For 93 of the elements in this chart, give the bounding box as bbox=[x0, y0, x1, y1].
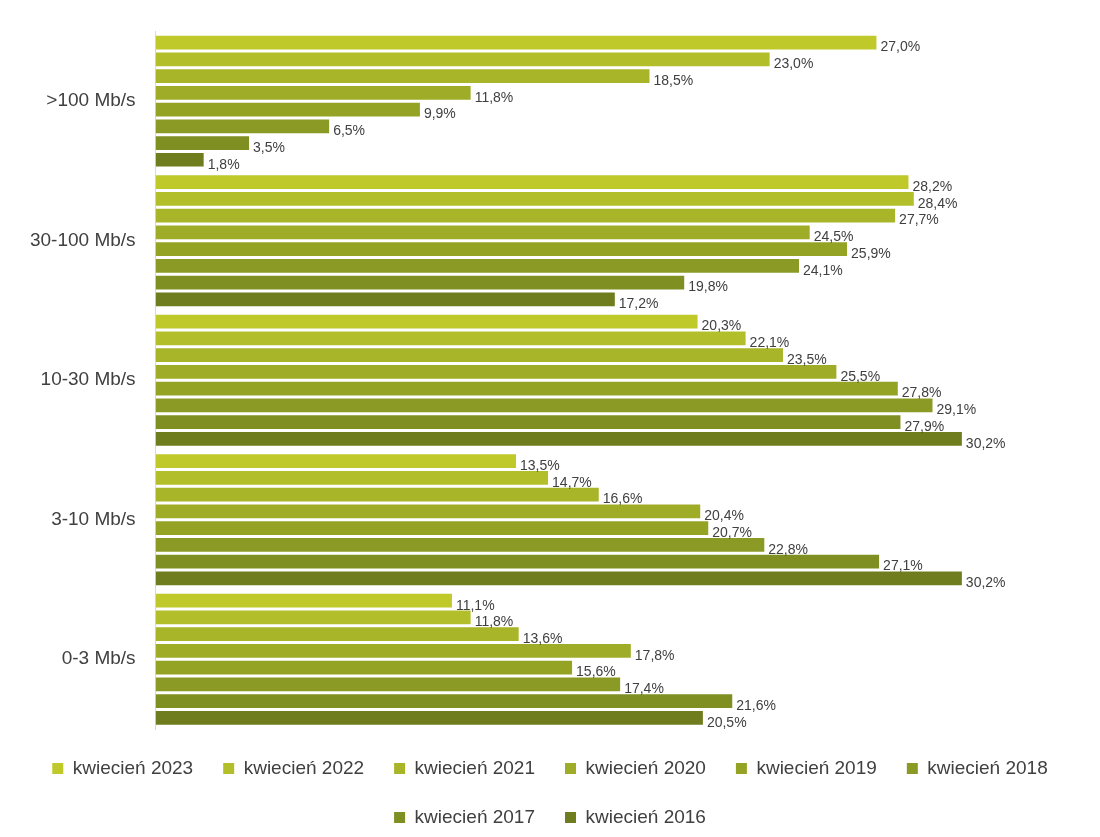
data-label: 6,5% bbox=[333, 122, 366, 139]
data-label: 27,8% bbox=[901, 384, 942, 401]
data-label: 27,9% bbox=[904, 417, 945, 434]
y-tick-label: 3-10 Mb/s bbox=[51, 507, 136, 529]
bar bbox=[155, 35, 877, 50]
bar bbox=[155, 644, 631, 658]
bar bbox=[155, 571, 962, 586]
data-label: 22,8% bbox=[768, 540, 808, 557]
bar bbox=[155, 381, 898, 396]
legend-label: kwiecień 2019 bbox=[756, 756, 877, 778]
data-label: 23,0% bbox=[773, 55, 814, 72]
bar bbox=[155, 258, 800, 273]
data-label: 25,5% bbox=[840, 367, 881, 384]
bar bbox=[155, 471, 549, 485]
legend-label: kwiecień 2023 bbox=[72, 756, 194, 778]
data-label: 30,2% bbox=[965, 574, 1006, 591]
data-label: 21,6% bbox=[736, 696, 776, 713]
data-label: 1,8% bbox=[207, 155, 240, 172]
legend-label: kwiecień 2021 bbox=[414, 756, 536, 778]
bar bbox=[155, 710, 703, 725]
data-label: 27,1% bbox=[883, 557, 923, 574]
data-label: 17,8% bbox=[634, 646, 675, 663]
bar bbox=[155, 69, 650, 83]
bar bbox=[155, 292, 615, 307]
bar bbox=[155, 52, 770, 67]
data-label: 30,2% bbox=[965, 434, 1006, 451]
legend-label: kwiecień 2017 bbox=[414, 805, 536, 827]
bar bbox=[155, 348, 783, 362]
data-label: 27,0% bbox=[880, 38, 921, 55]
data-label: 29,1% bbox=[936, 401, 977, 418]
data-label: 17,2% bbox=[618, 295, 659, 312]
data-label: 16,6% bbox=[602, 490, 643, 507]
bar bbox=[155, 593, 452, 608]
data-label: 11,8% bbox=[474, 88, 514, 105]
bar bbox=[155, 331, 746, 346]
bar bbox=[155, 242, 848, 256]
bar bbox=[155, 537, 765, 552]
bar bbox=[155, 152, 204, 167]
bar bbox=[155, 415, 901, 429]
bar bbox=[155, 275, 685, 290]
bar bbox=[155, 554, 880, 569]
bar bbox=[155, 431, 962, 446]
data-label: 13,6% bbox=[522, 629, 563, 646]
data-label: 22,1% bbox=[749, 334, 790, 351]
data-label: 28,4% bbox=[917, 194, 958, 211]
bar bbox=[155, 119, 330, 134]
bar bbox=[155, 627, 519, 641]
bar bbox=[155, 398, 933, 413]
data-label: 20,5% bbox=[706, 713, 747, 730]
data-label: 9,9% bbox=[423, 105, 456, 122]
data-label: 17,4% bbox=[624, 680, 664, 697]
y-tick-label: 0-3 Mb/s bbox=[61, 647, 136, 669]
data-label: 28,2% bbox=[912, 177, 953, 194]
bar bbox=[155, 175, 909, 189]
data-label: 13,5% bbox=[520, 456, 560, 473]
y-tick-label: >100 Mb/s bbox=[46, 89, 136, 111]
bar bbox=[155, 677, 621, 692]
bar bbox=[155, 225, 810, 240]
legend-label: kwiecień 2016 bbox=[585, 805, 706, 827]
data-label: 3,5% bbox=[253, 138, 285, 155]
bar bbox=[155, 364, 837, 379]
bar bbox=[155, 504, 701, 519]
data-label: 14,7% bbox=[552, 473, 592, 490]
data-label: 20,4% bbox=[704, 507, 744, 524]
data-label: 27,7% bbox=[899, 211, 939, 228]
data-label: 20,3% bbox=[701, 317, 742, 334]
data-label: 19,8% bbox=[688, 278, 728, 295]
data-label: 23,5% bbox=[786, 350, 827, 367]
data-label: 24,5% bbox=[813, 228, 854, 245]
bar bbox=[155, 454, 517, 468]
y-tick-label: 30-100 Mb/s bbox=[29, 228, 136, 250]
bar bbox=[155, 694, 733, 708]
data-label: 15,6% bbox=[576, 663, 616, 680]
legend-label: kwiecień 2020 bbox=[585, 756, 706, 778]
data-label: 24,1% bbox=[803, 261, 843, 278]
bar bbox=[155, 521, 709, 535]
bar bbox=[155, 102, 420, 117]
bar bbox=[155, 208, 896, 223]
bar bbox=[155, 85, 471, 100]
legend-label: kwiecień 2022 bbox=[243, 756, 365, 778]
bar bbox=[155, 487, 599, 502]
legend-label: kwiecień 2018 bbox=[927, 756, 1048, 778]
data-label: 11,1% bbox=[455, 596, 495, 613]
bar bbox=[155, 660, 573, 675]
y-tick-label: 10-30 Mb/s bbox=[40, 368, 136, 390]
data-label: 25,9% bbox=[851, 244, 891, 261]
bar bbox=[155, 191, 914, 206]
bar bbox=[155, 136, 250, 150]
data-label: 11,8% bbox=[474, 613, 514, 630]
bar bbox=[155, 610, 471, 625]
data-label: 20,7% bbox=[712, 523, 752, 540]
data-label: 18,5% bbox=[653, 71, 694, 88]
bar bbox=[155, 314, 698, 329]
